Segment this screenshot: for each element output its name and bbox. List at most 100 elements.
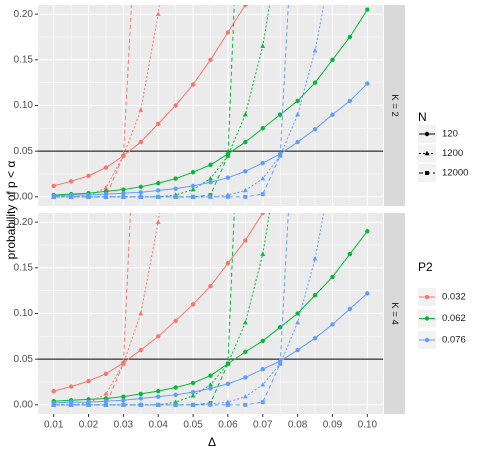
point <box>278 361 283 366</box>
point <box>138 194 143 199</box>
point <box>260 382 266 387</box>
x-tick-label: 0.07 <box>253 420 273 431</box>
point <box>173 392 178 398</box>
point <box>103 185 109 190</box>
point <box>190 183 196 189</box>
legend-label: 1200 <box>442 148 463 159</box>
point <box>121 361 126 366</box>
point <box>277 325 283 330</box>
point <box>190 186 196 192</box>
point <box>330 57 335 63</box>
point <box>190 82 196 87</box>
series-group <box>38 213 383 407</box>
point <box>225 261 231 266</box>
point <box>138 391 144 397</box>
point <box>103 402 108 407</box>
point <box>173 318 178 324</box>
point <box>424 131 430 137</box>
point <box>260 338 265 344</box>
point <box>156 334 161 339</box>
point <box>330 112 335 117</box>
point <box>121 191 126 196</box>
point <box>225 194 230 199</box>
y-tick-label: 0.00 <box>14 192 34 203</box>
point <box>225 153 230 158</box>
point <box>208 175 213 181</box>
x-tick-label: 0.02 <box>79 420 99 431</box>
point <box>138 402 143 407</box>
y-tick-label: 0.05 <box>14 354 34 365</box>
point <box>208 57 213 63</box>
point <box>156 188 161 193</box>
x-tick-label: 0.04 <box>148 420 168 431</box>
point <box>68 384 74 389</box>
point <box>86 173 91 179</box>
point <box>330 322 335 327</box>
point <box>295 311 300 316</box>
point <box>190 302 196 307</box>
point <box>86 402 91 407</box>
point <box>51 183 56 189</box>
point <box>173 176 178 181</box>
point <box>121 394 126 399</box>
point <box>208 386 213 391</box>
point <box>208 162 213 168</box>
facet-label: K = 4 <box>389 302 400 324</box>
point <box>425 171 429 175</box>
point <box>347 306 353 312</box>
point <box>68 179 74 184</box>
y-tick-label: 0.20 <box>14 217 34 228</box>
point <box>208 194 213 199</box>
point <box>242 394 248 399</box>
point <box>242 111 248 117</box>
point <box>295 319 301 325</box>
point <box>243 5 248 8</box>
point <box>365 229 370 234</box>
point <box>69 194 74 199</box>
point <box>365 291 370 296</box>
y-tick-label: 0.15 <box>14 262 34 273</box>
point <box>312 48 318 53</box>
point <box>121 187 126 192</box>
point <box>242 319 248 325</box>
point <box>295 347 300 353</box>
point <box>424 316 430 321</box>
point <box>69 402 74 407</box>
point <box>225 402 230 407</box>
point <box>278 153 283 158</box>
y-tick-label: 0.20 <box>14 9 34 20</box>
legend-label: 0.032 <box>442 292 466 303</box>
x-tick-label: 0.06 <box>218 420 238 431</box>
point <box>225 30 231 35</box>
point <box>260 251 266 256</box>
point <box>208 283 213 289</box>
point <box>260 367 265 372</box>
point <box>424 337 430 343</box>
point <box>312 80 318 85</box>
y-axis-label: probability of p < α <box>4 161 18 260</box>
point <box>208 180 213 185</box>
point <box>225 175 231 180</box>
point <box>242 187 248 193</box>
point <box>138 310 144 316</box>
point <box>312 335 318 341</box>
point <box>243 194 248 199</box>
y-tick-label: 0.15 <box>14 54 34 65</box>
point <box>173 194 178 199</box>
point <box>51 388 56 394</box>
point <box>138 347 144 353</box>
point <box>173 385 178 390</box>
point <box>312 127 318 132</box>
point <box>243 375 248 380</box>
y-tick-label: 0.05 <box>14 146 34 157</box>
legend-label: 0.076 <box>442 335 466 346</box>
point <box>121 398 126 403</box>
point <box>138 139 144 145</box>
point <box>208 402 213 407</box>
point <box>260 160 265 166</box>
point <box>190 380 196 386</box>
point <box>121 153 126 158</box>
point <box>103 399 109 404</box>
point <box>260 43 266 48</box>
point <box>103 371 109 376</box>
